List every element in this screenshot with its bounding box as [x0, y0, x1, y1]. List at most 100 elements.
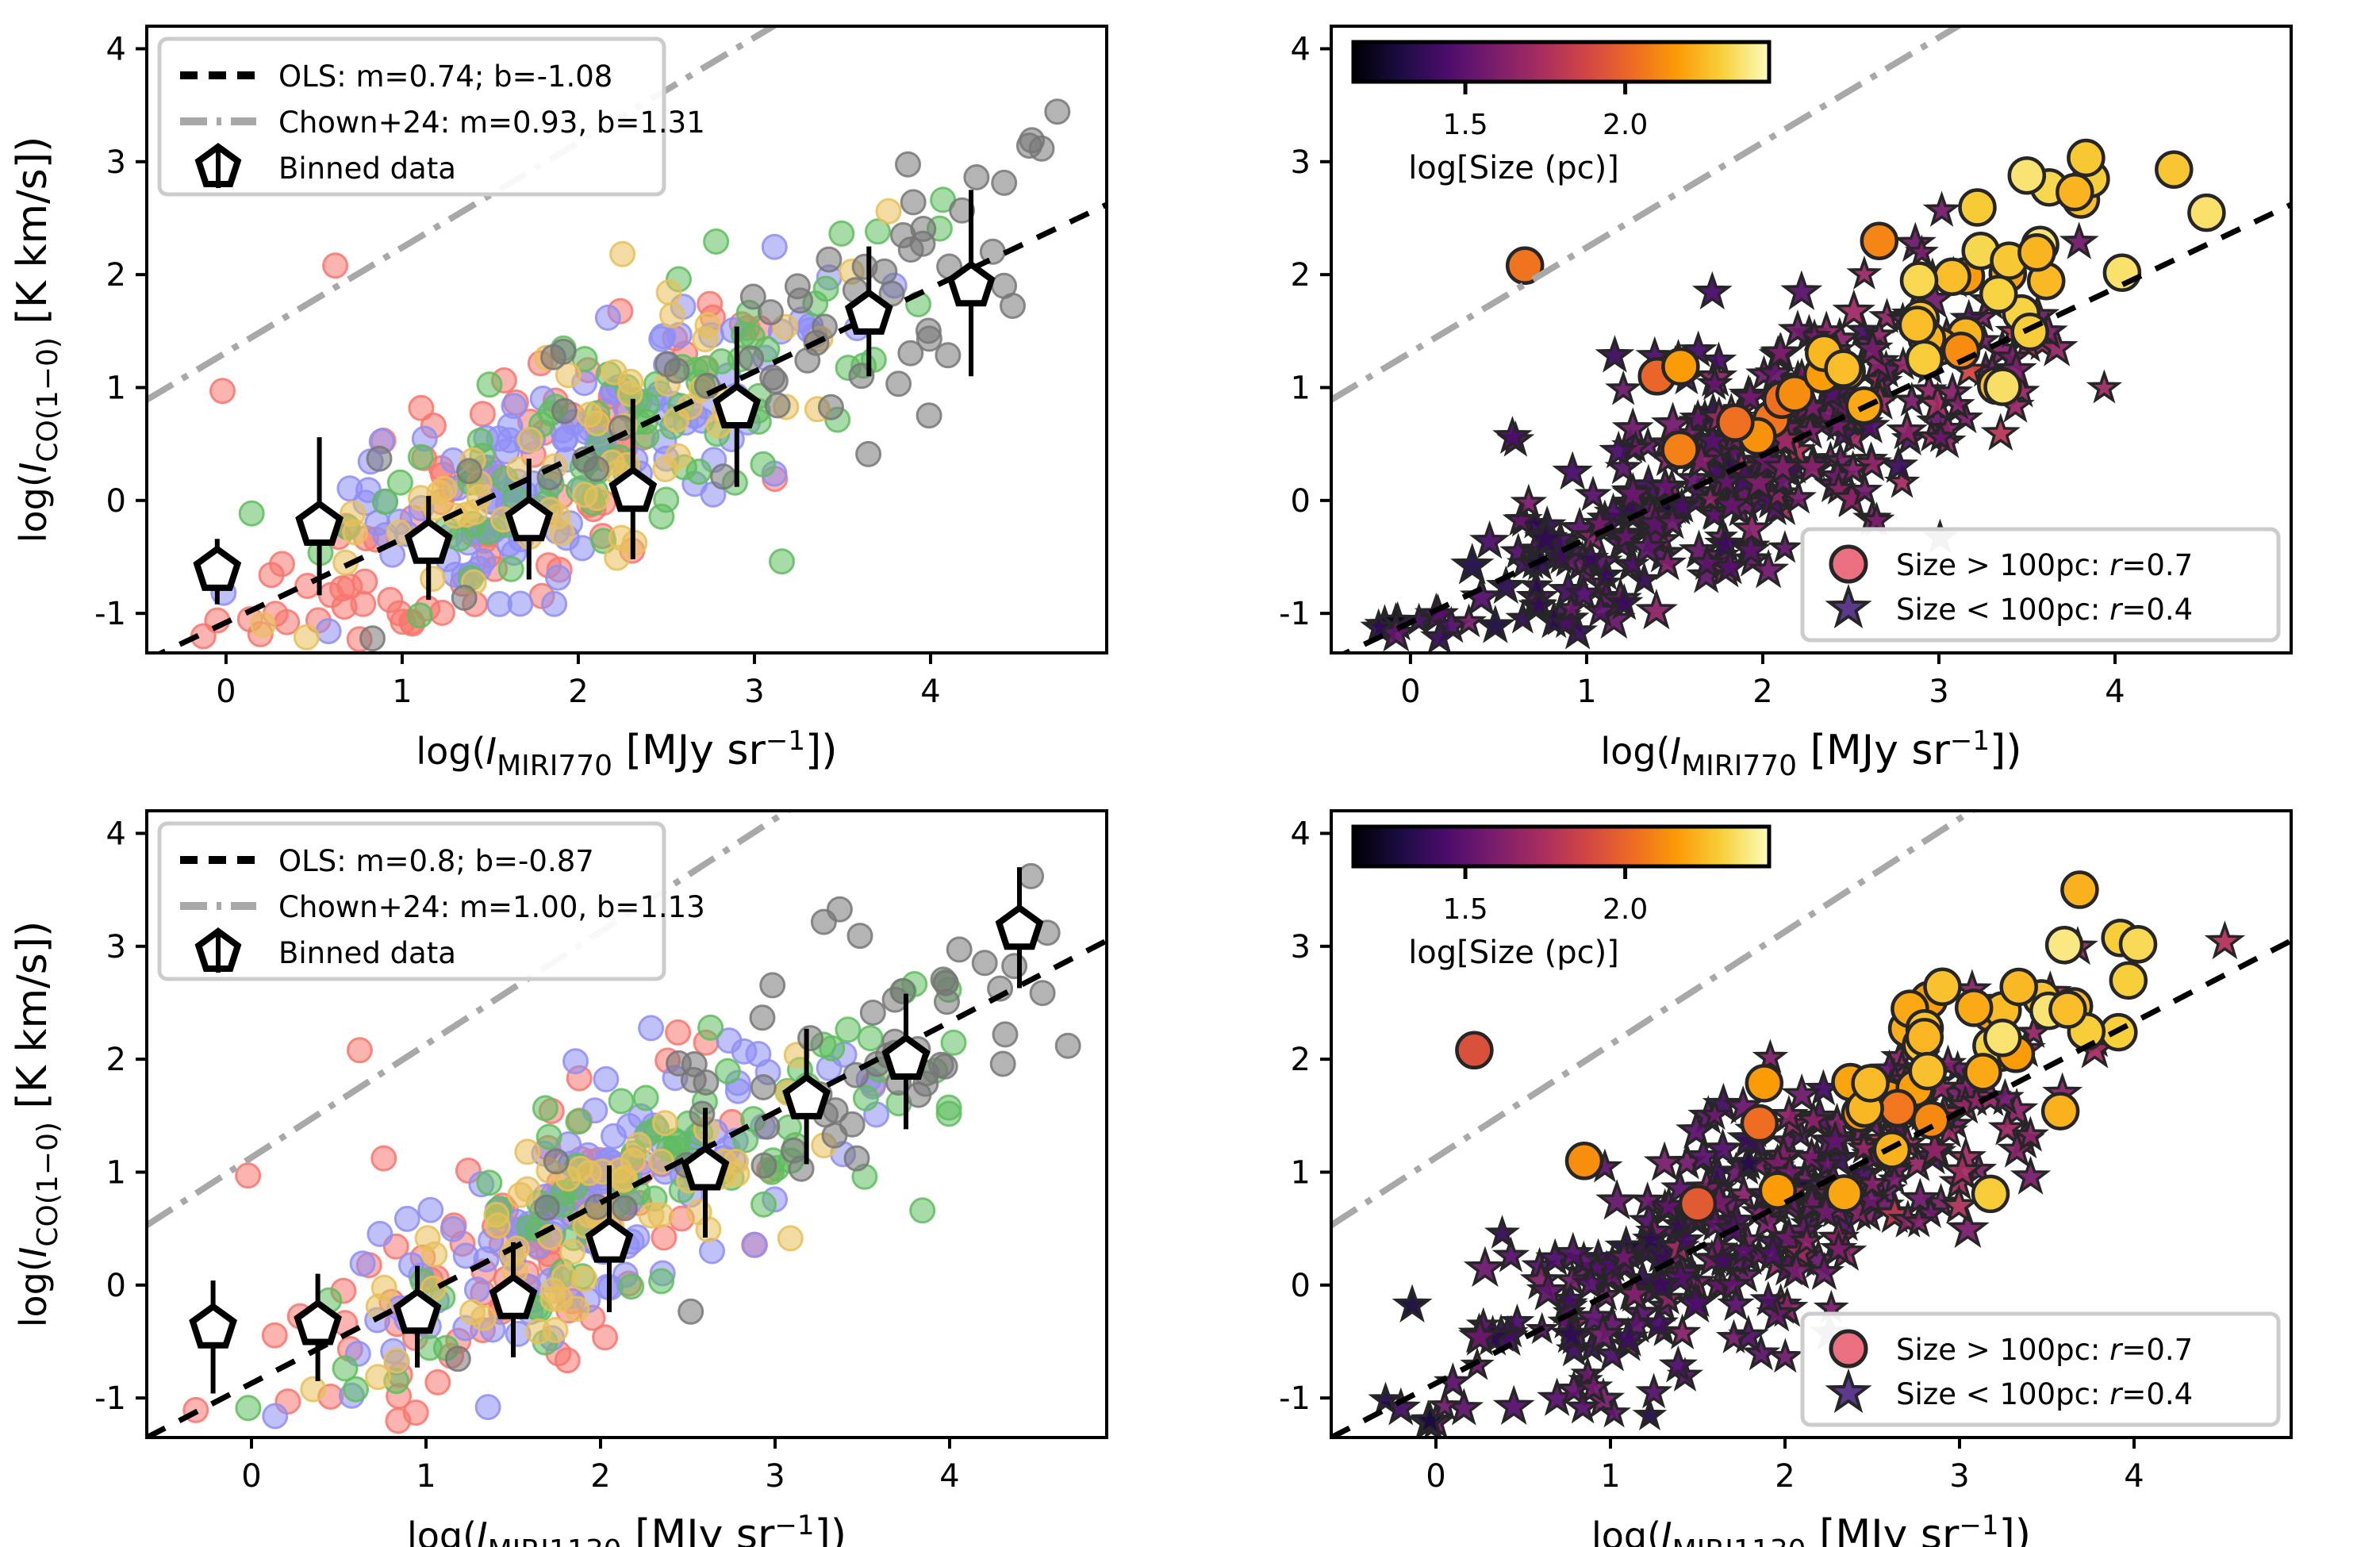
scatter-point [784, 273, 811, 300]
scatter-point [618, 1228, 645, 1255]
scatter-point [466, 484, 493, 510]
scatter-circle [1983, 1019, 2022, 1058]
scatter-point [366, 445, 393, 472]
scatter-circle [2060, 870, 2099, 909]
scatter-star [1850, 405, 1891, 443]
scatter-point [269, 551, 295, 578]
scatter-star [1782, 1209, 1825, 1250]
scatter-point [619, 1145, 646, 1172]
scatter-star [2086, 369, 2123, 404]
scatter-point [538, 470, 565, 497]
scatter-point [628, 1159, 654, 1186]
scatter-star [1485, 565, 1526, 605]
scatter-star [1940, 1148, 1985, 1191]
colorbar-label: log[Size (pc)] [1408, 150, 1619, 186]
scatter-star [1646, 1288, 1683, 1322]
scatter-circle [1982, 1033, 2021, 1073]
scatter-star [1730, 529, 1772, 568]
scatter-point [617, 474, 644, 501]
scatter-circle [1946, 316, 1986, 355]
axes-box [1330, 809, 2293, 1439]
scatter-point [571, 482, 598, 509]
scatter-star [1805, 310, 1848, 351]
scatter-point [648, 503, 675, 530]
y-tick-label: 1 [1291, 370, 1311, 406]
scatter-point [393, 1306, 420, 1333]
scatter-star [1499, 532, 1537, 569]
scatter-star [1791, 1182, 1833, 1223]
scatter-point [605, 1166, 632, 1193]
scatter-point [512, 1273, 539, 1299]
scatter-star [1587, 1250, 1626, 1286]
scatter-star [1660, 339, 1697, 374]
scatter-circle [1988, 254, 2028, 294]
scatter-point [346, 626, 373, 653]
scatter-point [843, 1061, 869, 1088]
scatter-circle [1825, 1174, 1864, 1213]
ols-fit-line [1331, 938, 2291, 1438]
scatter-star [1678, 529, 1720, 569]
scatter-star [1653, 502, 1691, 539]
scatter-point [575, 481, 602, 508]
scatter-star [1465, 1307, 1501, 1341]
scatter-star [1708, 1202, 1748, 1239]
scatter-point [650, 323, 677, 350]
scatter-point [794, 1072, 821, 1099]
scatter-point [342, 519, 369, 546]
scatter-point [482, 1213, 508, 1240]
scatter-star [1626, 463, 1671, 505]
y-tick-label: 2 [1291, 257, 1311, 294]
scatter-star [1711, 1184, 1751, 1222]
scatter-circle [2010, 313, 2049, 351]
scatter-point [409, 1268, 436, 1295]
scatter-star [1854, 1134, 1896, 1174]
scatter-point [685, 459, 712, 486]
scatter-point [570, 474, 597, 501]
scatter-point [524, 1216, 551, 1243]
scatter-star [1806, 1176, 1846, 1213]
scatter-circle [1678, 1184, 1718, 1223]
scatter-star [1752, 1231, 1795, 1273]
scatter-star [1626, 561, 1662, 596]
scatter-star [1645, 1188, 1684, 1224]
scatter-point [714, 1135, 741, 1162]
scatter-circle [2017, 233, 2056, 272]
scatter-point [674, 1152, 701, 1179]
scatter-point [789, 306, 815, 333]
scatter-point [501, 1258, 528, 1284]
scatter-point [660, 390, 686, 417]
binned-marker [881, 1034, 931, 1080]
scatter-star [1993, 337, 2033, 374]
scatter-point [493, 438, 520, 465]
scatter-point [557, 1150, 584, 1177]
scatter-star [1883, 1049, 1921, 1084]
scatter-star [1376, 601, 1418, 641]
colorbar-tick-label: 2.0 [1603, 893, 1648, 926]
tspan: ]) [814, 1511, 846, 1547]
scatter-point [442, 502, 469, 529]
scatter-star [1740, 440, 1782, 480]
scatter-point [567, 1155, 593, 1182]
scatter-point [486, 425, 512, 452]
scatter-star [1592, 597, 1636, 639]
scatter-star [1927, 315, 1966, 352]
scatter-point [449, 570, 476, 597]
scatter-point [422, 494, 449, 521]
scatter-point [863, 1101, 890, 1128]
scatter-star [1879, 1152, 1914, 1185]
scatter-star [1820, 1219, 1858, 1255]
scatter-point [513, 1260, 540, 1287]
scatter-point [654, 370, 681, 397]
binned-marker [294, 1299, 342, 1345]
binned-marker [489, 1273, 538, 1319]
scatter-point [677, 393, 703, 420]
scatter-star [1604, 583, 1644, 620]
scatter-star [1722, 1085, 1764, 1125]
scatter-point [438, 1342, 465, 1369]
scatter-circle [2061, 180, 2101, 219]
scatter-star [1749, 1280, 1787, 1317]
scatter-point [652, 1158, 678, 1185]
scatter-star [1873, 1068, 1910, 1102]
scatter-point [963, 164, 990, 190]
scatter-point [408, 495, 435, 521]
